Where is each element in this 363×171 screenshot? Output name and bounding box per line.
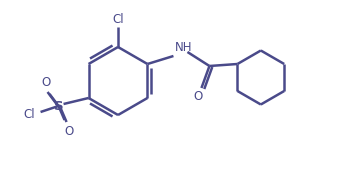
Text: S: S [54, 100, 64, 113]
Text: Cl: Cl [112, 13, 124, 26]
Text: O: O [194, 90, 203, 103]
Text: O: O [64, 125, 73, 138]
Text: O: O [41, 76, 50, 89]
Text: Cl: Cl [23, 108, 34, 121]
Text: NH: NH [175, 41, 192, 54]
